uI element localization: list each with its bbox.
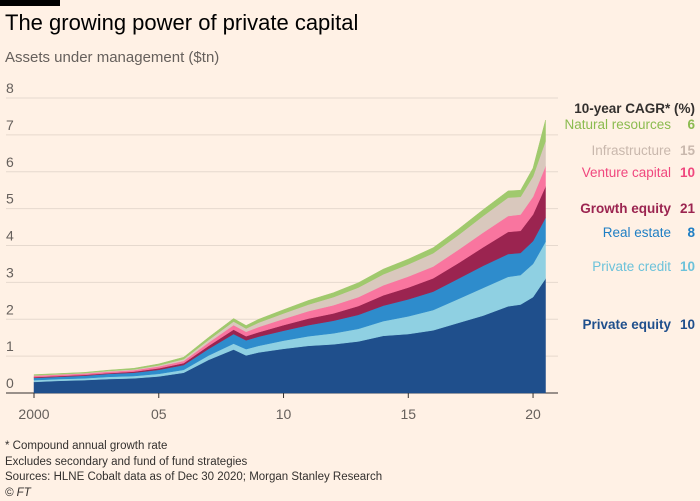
legend-cagr-value: 8	[687, 225, 695, 240]
y-axis-ticks: 0 1 2 3 4 5 6 7 8	[6, 80, 14, 391]
legend-label: Real estate	[603, 225, 671, 240]
x-tick-label: 2000	[18, 406, 49, 422]
x-axis: 2000 05 10 15 20	[18, 393, 541, 422]
footnote-sources: Sources: HLNE Cobalt data as of Dec 30 2…	[5, 470, 382, 486]
footnote-ft: © FT	[5, 486, 382, 501]
area-series	[34, 120, 546, 393]
y-tick-label: 4	[6, 228, 14, 244]
footnote-cagr: * Compound annual growth rate	[5, 439, 382, 455]
legend-title: 10-year CAGR* (%)	[574, 101, 695, 116]
footnotes: * Compound annual growth rate Excludes s…	[5, 439, 382, 501]
legend-cagr-value: 6	[687, 117, 695, 132]
footnote-exclusions: Excludes secondary and fund of fund stra…	[5, 455, 382, 471]
y-tick-label: 6	[6, 154, 14, 170]
y-tick-label: 0	[6, 375, 14, 391]
legend-item-growth-equity: 21 Growth equity	[580, 201, 695, 216]
legend-label: Venture capital	[582, 165, 671, 180]
legend-cagr-value: 10	[680, 259, 695, 274]
legend-item-natural-resources: 6 Natural resources	[564, 117, 695, 132]
legend-label: Private equity	[582, 317, 671, 332]
legend-cagr-value: 15	[680, 143, 696, 158]
legend: 6 Natural resources 15 Infrastructure 10 Vent…	[564, 117, 695, 332]
y-tick-label: 5	[6, 191, 14, 207]
y-tick-label: 7	[6, 117, 14, 133]
x-tick-label: 20	[525, 406, 541, 422]
legend-label: Growth equity	[580, 201, 671, 216]
y-tick-label: 8	[6, 80, 14, 96]
legend-item-venture-capital: 10 Venture capital	[582, 165, 695, 180]
x-tick-label: 10	[276, 406, 292, 422]
legend-label: Private credit	[592, 259, 671, 274]
legend-label: Natural resources	[564, 117, 671, 132]
x-tick-label: 05	[151, 406, 167, 422]
legend-cagr-value: 10	[680, 165, 695, 180]
legend-item-infrastructure: 15 Infrastructure	[591, 143, 695, 158]
legend-item-private-credit: 10 Private credit	[592, 259, 695, 274]
x-tick-label: 15	[400, 406, 416, 422]
legend-label: Infrastructure	[591, 143, 671, 158]
legend-item-real-estate: 8 Real estate	[603, 225, 696, 240]
y-tick-label: 1	[6, 338, 14, 354]
y-tick-label: 3	[6, 264, 14, 280]
legend-cagr-value: 21	[680, 201, 696, 216]
y-tick-label: 2	[6, 301, 14, 317]
legend-cagr-value: 10	[680, 317, 695, 332]
legend-item-private-equity: 10 Private equity	[582, 317, 695, 332]
